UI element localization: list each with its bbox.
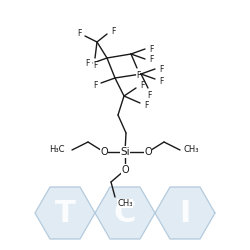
Text: F: F	[149, 56, 153, 64]
Text: F: F	[159, 76, 163, 86]
Text: F: F	[140, 82, 144, 90]
Text: F: F	[85, 60, 89, 68]
Text: CH₃: CH₃	[117, 199, 132, 208]
Text: F: F	[144, 102, 148, 110]
Text: F: F	[149, 44, 153, 54]
Text: F: F	[159, 64, 163, 74]
Text: O: O	[100, 147, 108, 157]
Text: O: O	[144, 147, 152, 157]
Text: F: F	[136, 70, 140, 80]
Text: O: O	[121, 165, 129, 175]
Polygon shape	[155, 187, 215, 239]
Text: F: F	[77, 28, 81, 38]
Text: C: C	[114, 198, 136, 228]
Text: CH₃: CH₃	[184, 146, 200, 154]
Polygon shape	[35, 187, 95, 239]
Text: H₃C: H₃C	[50, 146, 65, 154]
Polygon shape	[95, 187, 155, 239]
Text: F: F	[93, 62, 97, 70]
Text: T: T	[54, 198, 76, 228]
Text: F: F	[93, 80, 97, 90]
Text: F: F	[111, 28, 115, 36]
Text: F: F	[147, 90, 151, 100]
Text: I: I	[179, 198, 191, 228]
Text: Si: Si	[120, 147, 130, 157]
